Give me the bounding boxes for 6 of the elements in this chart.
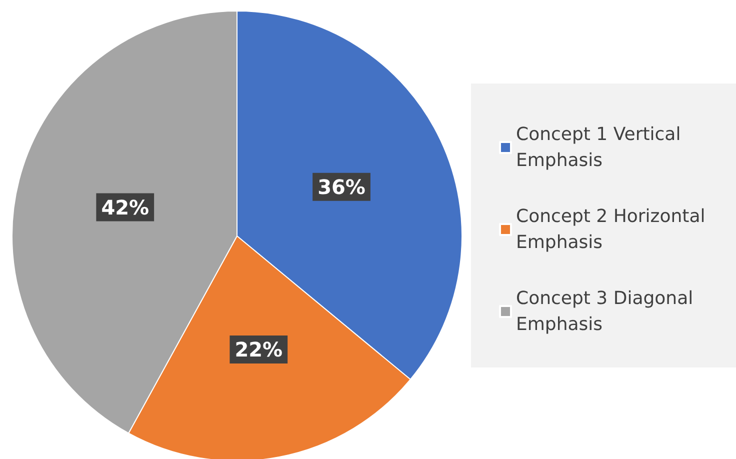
legend-label: Concept 3 Diagonal Emphasis bbox=[516, 288, 699, 335]
data-label: 36% bbox=[318, 174, 366, 199]
legend-label: Concept 1 Vertical Emphasis bbox=[516, 124, 686, 171]
legend-label: Concept 2 Horizontal Emphasis bbox=[516, 206, 711, 253]
data-label: 42% bbox=[101, 195, 150, 220]
data-label: 22% bbox=[234, 337, 283, 362]
